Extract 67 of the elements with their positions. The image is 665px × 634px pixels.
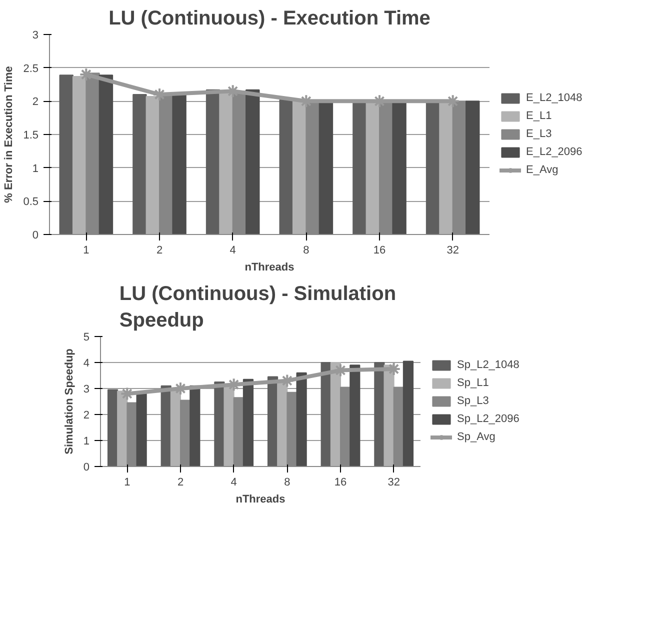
y-tick-label: 1 (32, 162, 39, 175)
legend-label: Sp_L1 (457, 377, 489, 389)
chart-title: LU (Continuous) - Simulation Speedup (119, 283, 396, 332)
y-tick-label: 0 (83, 462, 90, 474)
legend-label: E_L3 (526, 128, 552, 140)
bar (384, 364, 394, 466)
point (174, 382, 188, 396)
bar (350, 364, 360, 466)
y-tick-label: 3 (32, 30, 39, 42)
point (334, 363, 348, 378)
bar (146, 96, 160, 234)
x-tick-label: 32 (446, 244, 459, 256)
x-tick-label: 8 (284, 476, 290, 488)
y-tick-label: 2.5 (23, 62, 39, 75)
legend-label: Sp_L2_2096 (457, 413, 520, 425)
bar (292, 100, 307, 234)
x-tick-label: 32 (388, 476, 400, 488)
point (152, 88, 166, 102)
x-tick-label: 16 (373, 244, 386, 256)
y-tick-label: 0 (32, 230, 39, 242)
legend-label: Sp_L3 (457, 395, 489, 407)
legend-label: E_L2_2096 (526, 146, 582, 158)
x-tick-label: 16 (334, 476, 347, 488)
bar (426, 101, 440, 234)
y-tick-label: 0.5 (23, 196, 39, 208)
bar (136, 392, 147, 466)
bar (466, 100, 480, 234)
y-tick-label: 1.5 (23, 130, 39, 142)
chart-title: LU (Continuous) - Execution Time (108, 8, 430, 30)
bar (318, 102, 334, 234)
bar (296, 372, 307, 466)
bar (98, 74, 114, 234)
point (372, 94, 386, 108)
bar (59, 74, 74, 234)
x-tick-label: 1 (124, 476, 130, 488)
legend-label: Sp_L2_1048 (457, 359, 520, 371)
y-tick-label: 1 (83, 436, 90, 448)
bar (392, 102, 406, 234)
y-axis-title: % Error in Execution Time (3, 66, 16, 203)
x-tick-label: 4 (230, 476, 237, 488)
legend-label: E_L2_1048 (526, 92, 582, 104)
y-tick-label: 3 (83, 384, 90, 396)
bar (132, 94, 147, 234)
bar (279, 99, 294, 234)
x-tick-label: 2 (156, 244, 163, 256)
x-tick-label: 4 (230, 244, 236, 256)
x-tick-label: 8 (303, 244, 310, 256)
legend-label: Sp_Avg (457, 431, 496, 443)
x-tick-label: 2 (177, 476, 184, 488)
bar (246, 89, 260, 234)
y-axis-title: Simulation Speedup (63, 348, 76, 454)
bar (242, 378, 254, 466)
y-tick-label: 2 (83, 410, 90, 422)
bar (402, 360, 414, 466)
bar (352, 101, 367, 234)
legend-label: E_L1 (526, 110, 552, 122)
y-tick-label: 4 (83, 358, 90, 370)
point (280, 374, 294, 388)
y-tick-label: 5 (83, 332, 90, 344)
point (79, 68, 94, 82)
bar (72, 76, 87, 234)
x-axis-title: nThreads (244, 262, 294, 274)
legend-label: E_Avg (526, 164, 558, 176)
x-axis-title: nThreads (236, 494, 286, 506)
y-tick-label: 2 (32, 96, 39, 108)
bar (190, 385, 200, 466)
bar (172, 94, 186, 234)
